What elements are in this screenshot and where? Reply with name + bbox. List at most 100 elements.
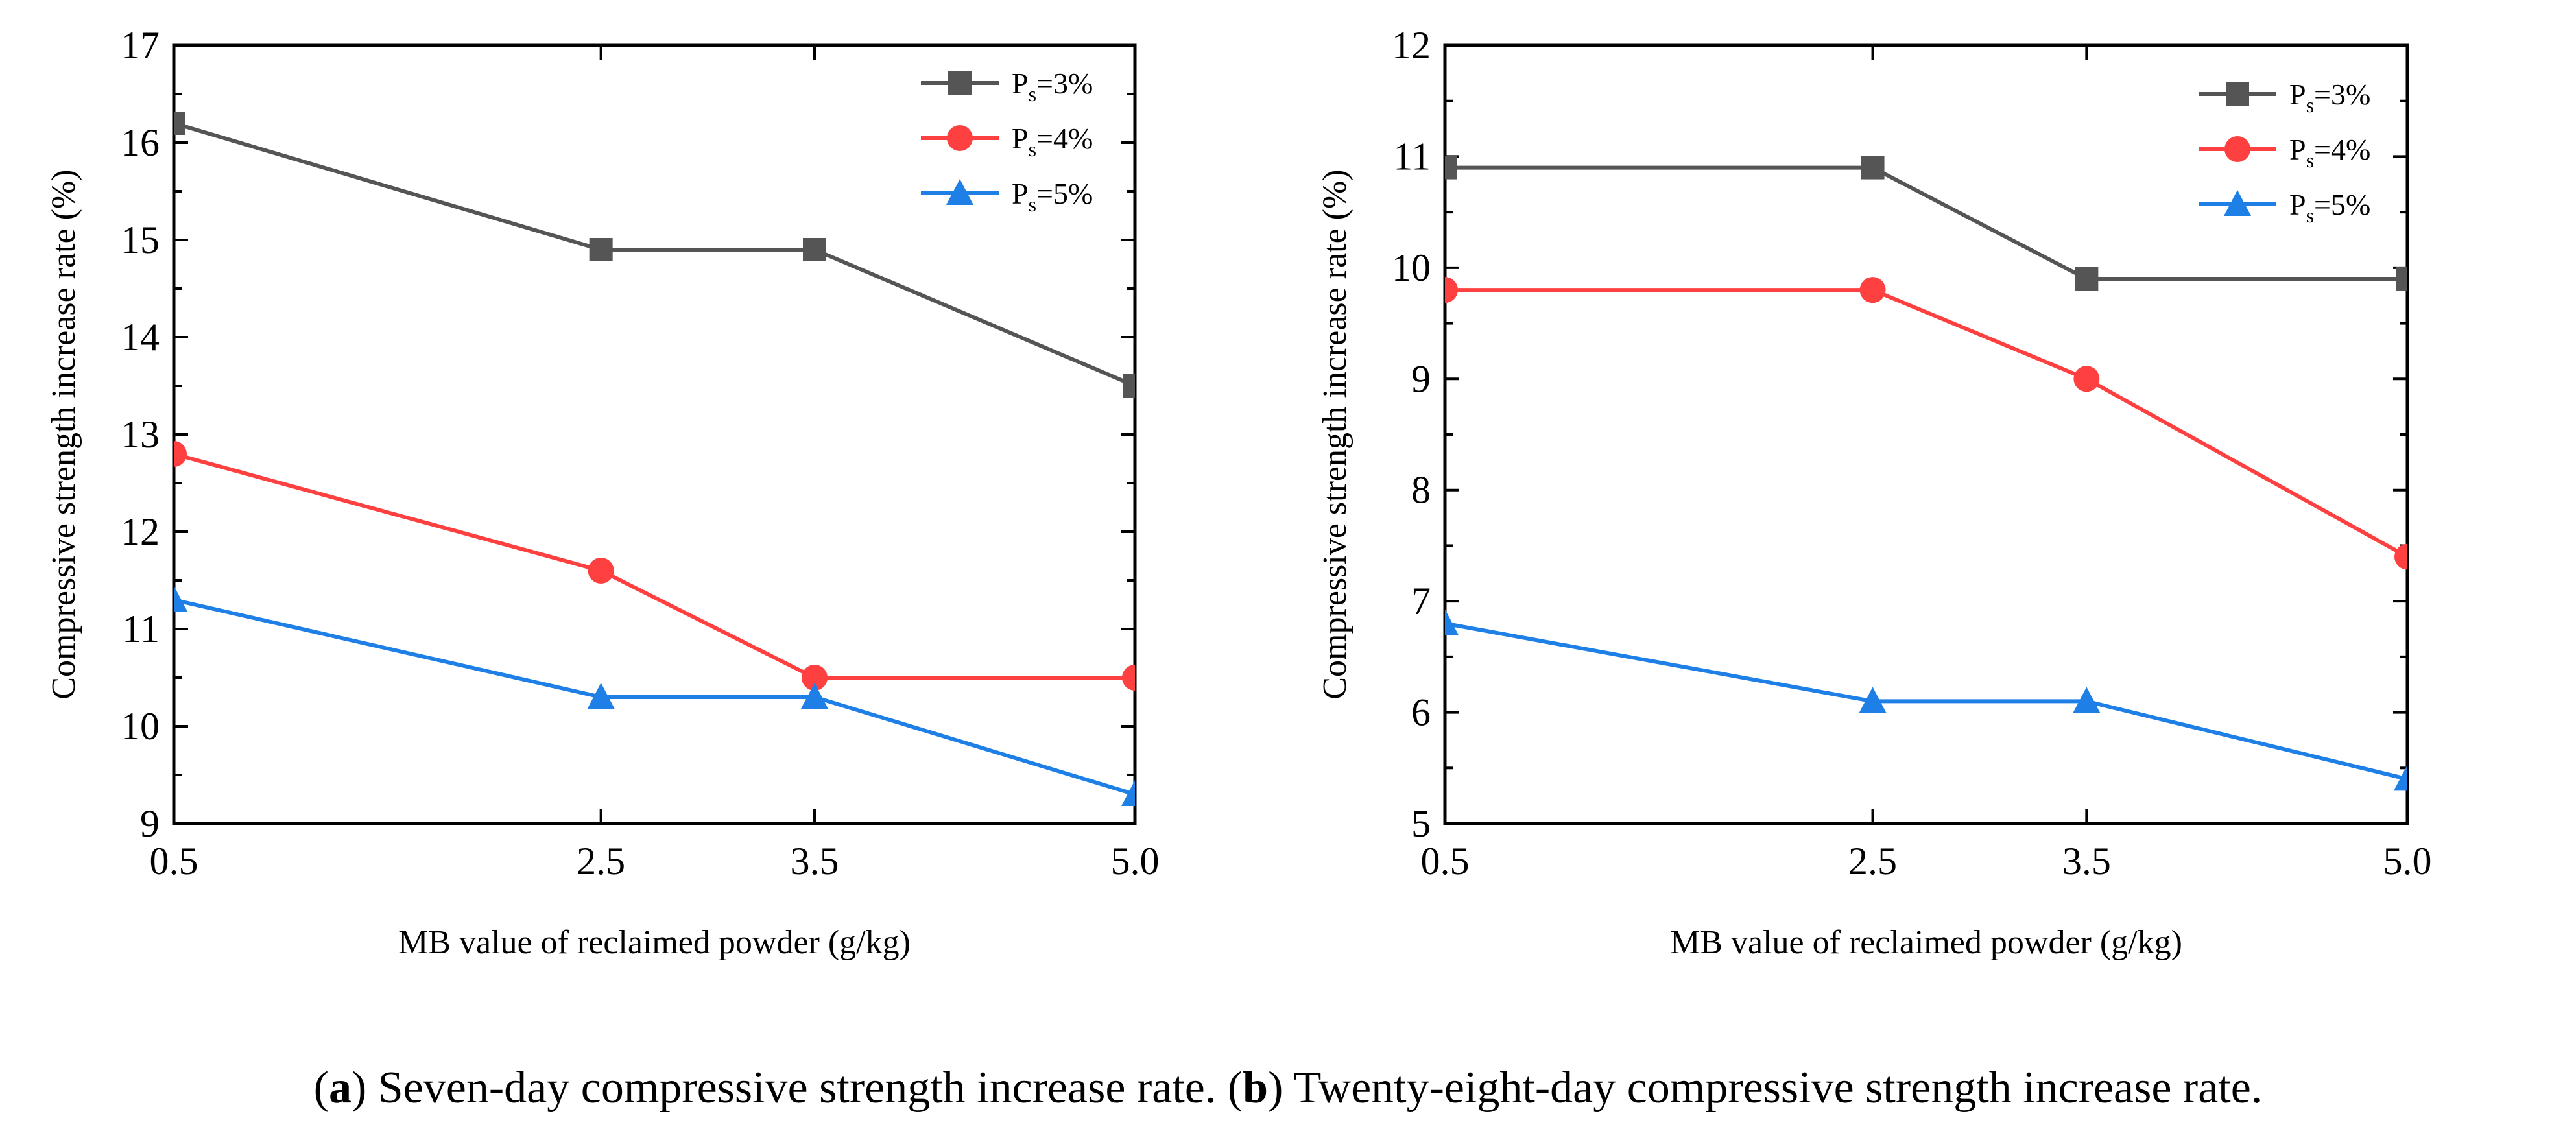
x-tick-label: 5.0 [2383,840,2432,883]
series-line-1 [174,452,1135,680]
y-tick-label: 10 [1392,246,1431,289]
data-point-0-2 [2075,267,2099,291]
data-point-2-2 [801,683,828,709]
data-point-0-1 [589,238,613,261]
x-tick-label: 2.5 [577,840,625,883]
legend-label-main: P [2289,133,2306,166]
data-point-0-1 [1861,156,1885,180]
legend-label-rest: =5% [2314,188,2370,221]
legend-label-sub: s [1029,82,1036,106]
data-point-2-0 [1445,609,1459,635]
data-point-0-0 [174,112,185,135]
data-point-2-3 [2394,765,2407,791]
legend-marker-0 [948,71,972,95]
x-tick-label: 0.5 [1421,840,1470,883]
y-tick-label: 10 [121,705,160,748]
data-point-2-1 [587,683,615,709]
data-point-2-1 [1859,687,1887,713]
y-tick-label: 14 [121,316,160,359]
x-axis-title: MB value of reclaimed powder (g/kg) [1670,924,2182,961]
data-point-0-0 [1445,156,1457,180]
data-point-1-2 [802,665,828,691]
legend-label-rest: =5% [1036,177,1093,210]
data-point-1-3 [2394,543,2407,570]
y-tick-label: 11 [1393,135,1431,178]
y-axis-title: Compressive strength increase rate (%) [45,169,82,699]
data-point-0-3 [2396,267,2407,291]
y-tick-label: 17 [121,24,160,67]
caption-a-close: ) [352,1063,366,1113]
y-tick-label: 15 [121,219,160,261]
legend-label-main: P [1012,122,1029,155]
legend-label-2: Ps=5% [1012,177,1093,216]
series-line-0 [1445,165,2407,281]
caption-b-open-paren: ( [1228,1063,1243,1113]
caption-b-letter: b [1243,1063,1268,1113]
legend-label-rest: =4% [1036,122,1093,155]
legend-label-sub: s [2306,148,2314,172]
plot-frame [172,43,1137,825]
data-point-1-0 [174,441,187,467]
legend-label-sub: s [2306,93,2314,117]
plot-area [174,112,1135,806]
x-tick-label: 3.5 [2062,840,2111,883]
y-tick-label: 8 [1411,469,1431,512]
legend-marker-2 [2224,190,2251,216]
data-point-2-0 [174,586,187,612]
y-tick-label: 12 [1392,24,1431,67]
legend-label-sub: s [1029,193,1036,216]
y-tick-label: 5 [1411,802,1431,845]
legend-marker-1 [947,125,973,151]
x-tick-label: 5.0 [1111,840,1160,883]
data-point-2-3 [1121,780,1135,806]
caption-b-open [1216,1063,1228,1113]
legend-label-sub: s [2306,204,2314,227]
chart-b-twenty-eight-day: 5 6 7 8 9 10 11 12 0.5 2.5 3.5 5.0 MB value of recla… [1317,24,2432,961]
x-axis-title: MB value of reclaimed powder (g/kg) [398,924,911,961]
caption-b-text: Twenty-eight-day compressive strength in… [1283,1063,2262,1113]
series-line-0 [174,121,1135,388]
legend-label-rest: =3% [2314,78,2370,111]
y-tick-label: 9 [140,802,160,845]
legend-label-main: P [2289,188,2306,221]
data-point-1-3 [1122,665,1135,691]
data-point-1-1 [588,558,614,584]
data-point-0-2 [803,238,826,261]
legend-label-1: Ps=4% [1012,122,1093,161]
legend-label-main: P [1012,177,1029,210]
legend-marker-0 [2226,82,2249,106]
y-tick-label: 12 [121,510,160,553]
legend-label-rest: =3% [1036,67,1093,100]
y-tick-label: 11 [122,608,160,650]
x-tick-label: 0.5 [150,840,198,883]
series-line-2 [1445,621,2407,781]
legend-label-sub: s [1029,137,1036,161]
legend-marker-1 [2224,136,2250,162]
plot-frame [1443,43,2409,825]
series-line-2 [174,598,1135,796]
legend-label-1: Ps=4% [2289,133,2370,172]
legend-label-rest: =4% [2314,133,2370,166]
legend-label-main: P [2289,78,2306,111]
y-tick-label: 7 [1411,580,1431,623]
y-axis-title: Compressive strength increase rate (%) [1317,169,1354,699]
data-point-1-1 [1859,277,1886,303]
y-tick-label: 9 [1411,357,1431,400]
data-point-1-2 [2073,366,2100,392]
legend-label-0: Ps=3% [1012,67,1093,106]
y-tick-label: 6 [1411,691,1431,734]
caption-a-open: ( [314,1063,329,1113]
y-tick-label: 16 [121,121,160,164]
legend-marker-2 [946,179,973,205]
data-point-1-0 [1445,277,1458,303]
data-point-2-2 [2073,687,2101,713]
chart-a-seven-day: 9 10 11 12 13 14 15 16 17 0.5 2.5 3.5 5.0 MB value of… [45,24,1160,961]
x-tick-label: 3.5 [791,840,839,883]
caption-a-text: Seven-day compressive strength increase … [366,1063,1216,1113]
legend-label-main: P [1012,67,1029,100]
series-line-1 [1445,288,2407,559]
x-tick-label: 2.5 [1848,840,1897,883]
plot-area [1445,156,2407,791]
caption-a-letter: a [329,1063,352,1113]
